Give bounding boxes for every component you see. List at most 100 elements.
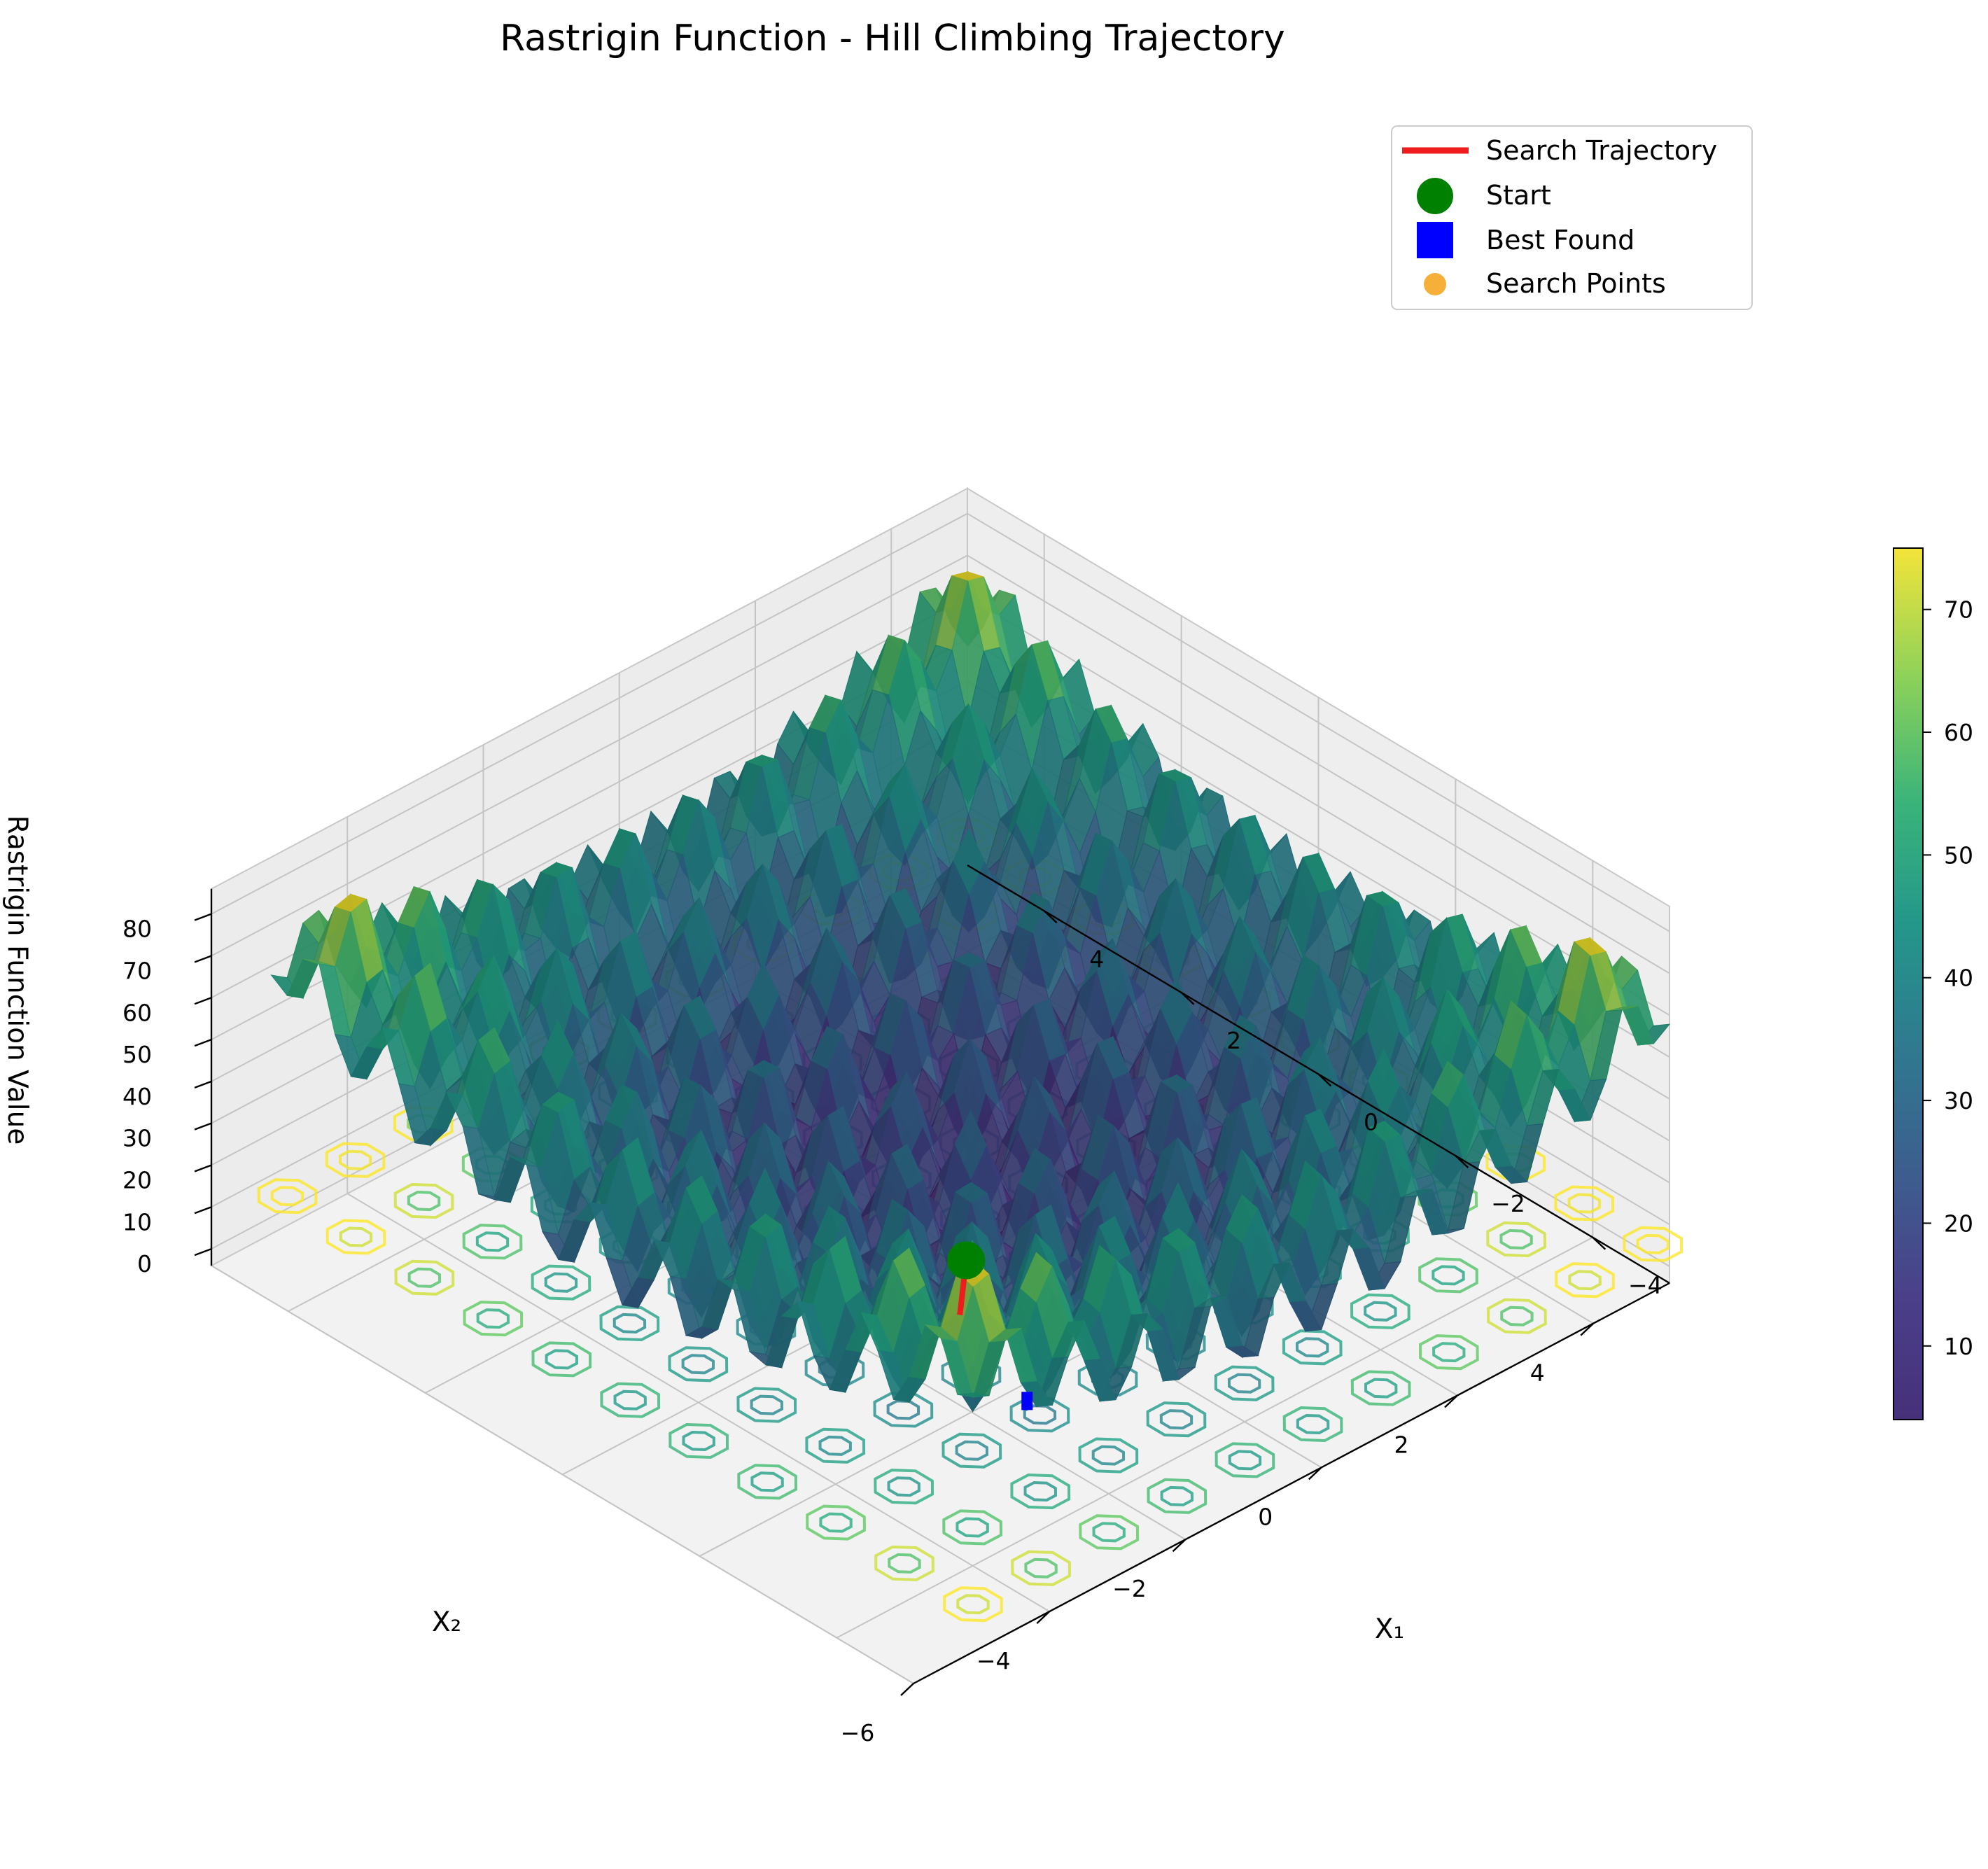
x2-tick [1172, 1539, 1186, 1553]
contour-ring [1350, 1370, 1411, 1406]
contour-ring [1296, 1413, 1330, 1435]
colorbar-tick-label: 30 [1944, 1087, 1973, 1114]
colorbar-tick-label: 50 [1944, 841, 1973, 869]
contour-ring [1364, 1301, 1397, 1322]
x1-tick [1592, 1236, 1606, 1250]
contour-ring [463, 1301, 524, 1337]
z-tick-label: 40 [122, 1083, 152, 1110]
x1-tick [1317, 1073, 1332, 1087]
best-found-marker [1021, 1392, 1033, 1410]
legend-search-points-label: Search Points [1486, 268, 1666, 299]
surface-facet [957, 1392, 990, 1398]
contour-ring [1024, 1558, 1058, 1578]
contour-ring [1486, 1221, 1547, 1258]
z-tick-label: 0 [137, 1250, 152, 1278]
colorbar: 10 20 30 40 50 60 70 [1893, 547, 1973, 1420]
contour-ring [818, 1435, 852, 1456]
contour-ring [1499, 1228, 1533, 1250]
contour-ring [1418, 1334, 1479, 1371]
contour-ring [326, 1219, 386, 1255]
contour-ring [1023, 1404, 1057, 1425]
contour-ring [1500, 1306, 1534, 1326]
contour-ring [874, 1545, 934, 1581]
contour-ring [736, 1387, 797, 1423]
contour-ring [819, 1512, 853, 1533]
x2-tick [1444, 1394, 1458, 1408]
contour-ring [407, 1267, 442, 1288]
contour-ring [1487, 1298, 1547, 1334]
contour-ring [393, 1182, 454, 1219]
wall-gridline-z [967, 512, 1670, 932]
legend: Search Trajectory Start Best Found Searc… [1391, 125, 1753, 310]
contour-ring [887, 1476, 920, 1497]
contour-ring [1623, 1226, 1684, 1262]
contour-ring [942, 1509, 1003, 1546]
z-tick [194, 997, 212, 1005]
contour-ring [873, 1392, 934, 1428]
contour-ring [1282, 1406, 1343, 1443]
contour-ring [1295, 1337, 1329, 1358]
legend-best-label: Best Found [1486, 225, 1634, 255]
contour-ring [681, 1354, 715, 1375]
contour-ring [339, 1226, 373, 1247]
legend-start-swatch [1417, 178, 1453, 214]
contour-ring [1079, 1514, 1140, 1550]
x2-tick [1580, 1322, 1595, 1336]
contour-ring [668, 1422, 729, 1460]
x1-tick-label: −2 [1491, 1190, 1525, 1217]
contour-ring [941, 1432, 1002, 1469]
colorbar-tick-label: 10 [1944, 1333, 1973, 1360]
search-trajectory-layer [947, 1241, 1033, 1410]
contour-ring [888, 1553, 921, 1574]
contour-ring [475, 1231, 510, 1252]
contour-ring [737, 1464, 798, 1500]
contour-ring [1011, 1550, 1071, 1586]
z-tick-label: 80 [122, 916, 152, 943]
contour-ring [682, 1430, 715, 1452]
x2-tick [1308, 1466, 1322, 1480]
colorbar-tick-label: 70 [1944, 596, 1973, 624]
x2-tick [900, 1683, 914, 1696]
contour-ring [531, 1264, 592, 1301]
contour-ring [886, 1399, 920, 1420]
wall-gridline-z [967, 554, 1670, 974]
legend-best-swatch [1417, 222, 1453, 258]
contour-ring [1147, 1478, 1208, 1514]
wall-gridline-z [211, 512, 968, 915]
z-tick [194, 955, 212, 963]
z-tick [194, 1038, 212, 1047]
contour-ring [257, 1178, 318, 1214]
contour-ring [394, 1259, 455, 1296]
legend-trajectory-label: Search Trajectory [1486, 135, 1717, 166]
contour-ring [955, 1440, 989, 1461]
contour-ring [1350, 1293, 1410, 1329]
z-tick [194, 1247, 212, 1256]
contour-ring [612, 1312, 647, 1334]
contour-ring [407, 1190, 441, 1212]
contour-ring [338, 1149, 372, 1170]
chart-title: Rastrigin Function - Hill Climbing Traje… [500, 18, 1285, 59]
contour-ring [874, 1469, 934, 1505]
z-tick-label: 50 [122, 1041, 152, 1068]
contour-ring [1432, 1342, 1466, 1363]
x2-axis-line [913, 1282, 1670, 1685]
x2-tick-label: 2 [1394, 1431, 1408, 1458]
contour-ring [1567, 1193, 1601, 1214]
z-tick [194, 1206, 212, 1214]
z-tick-label: 60 [122, 999, 152, 1026]
x2-tick-label: −6 [841, 1719, 875, 1746]
contour-ring [270, 1186, 304, 1207]
x1-tick-label: 0 [1364, 1109, 1378, 1136]
x1-tick-label: 2 [1226, 1027, 1241, 1054]
x2-axis-label: X₂ [432, 1606, 461, 1638]
contour-ring [1636, 1233, 1670, 1254]
colorbar-tick-label: 60 [1944, 719, 1973, 746]
contour-ring [1092, 1522, 1126, 1543]
contour-ring [1160, 1485, 1194, 1506]
colorbar-tick-label: 40 [1944, 965, 1973, 992]
legend-frame [1391, 125, 1753, 310]
z-tick-label: 10 [122, 1208, 152, 1236]
contour-ring [943, 1586, 1003, 1623]
z-tick-label: 30 [122, 1125, 152, 1152]
contour-ring [462, 1224, 523, 1260]
